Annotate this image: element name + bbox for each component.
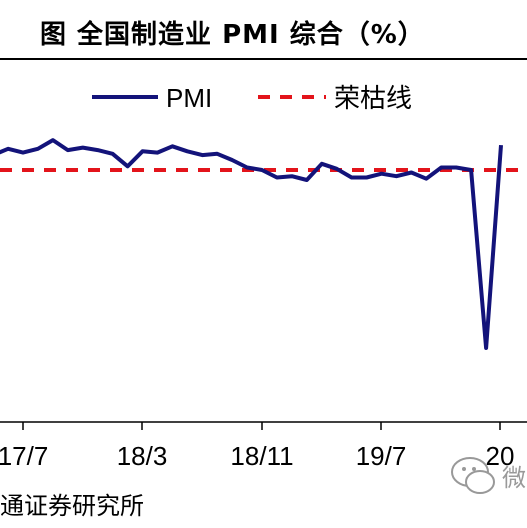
x-ticks: 17/7 18/3 18/11 19/7 20 [0,422,514,471]
x-tick-label: 20 [486,441,515,471]
wechat-icon [451,457,495,494]
figure-title: 图 全国制造业 PMI 综合（%） [40,20,425,50]
x-tick-label: 17/7 [0,441,48,471]
pmi-line [0,138,503,350]
legend-label-boom-bust: 荣枯线 [334,84,412,114]
legend: PMI 荣枯线 [92,83,412,114]
x-tick-label: 18/3 [117,441,168,471]
x-tick-label: 19/7 [356,441,407,471]
title-bar: 图 全国制造业 PMI 综合（%） [0,0,527,60]
source-note: 通证券研究所 [0,492,144,520]
watermark: 微 [448,450,527,500]
plot-area [0,138,527,350]
watermark-text: 微 [502,464,526,492]
x-tick-label: 18/11 [230,441,293,471]
legend-label-pmi: PMI [166,83,212,113]
